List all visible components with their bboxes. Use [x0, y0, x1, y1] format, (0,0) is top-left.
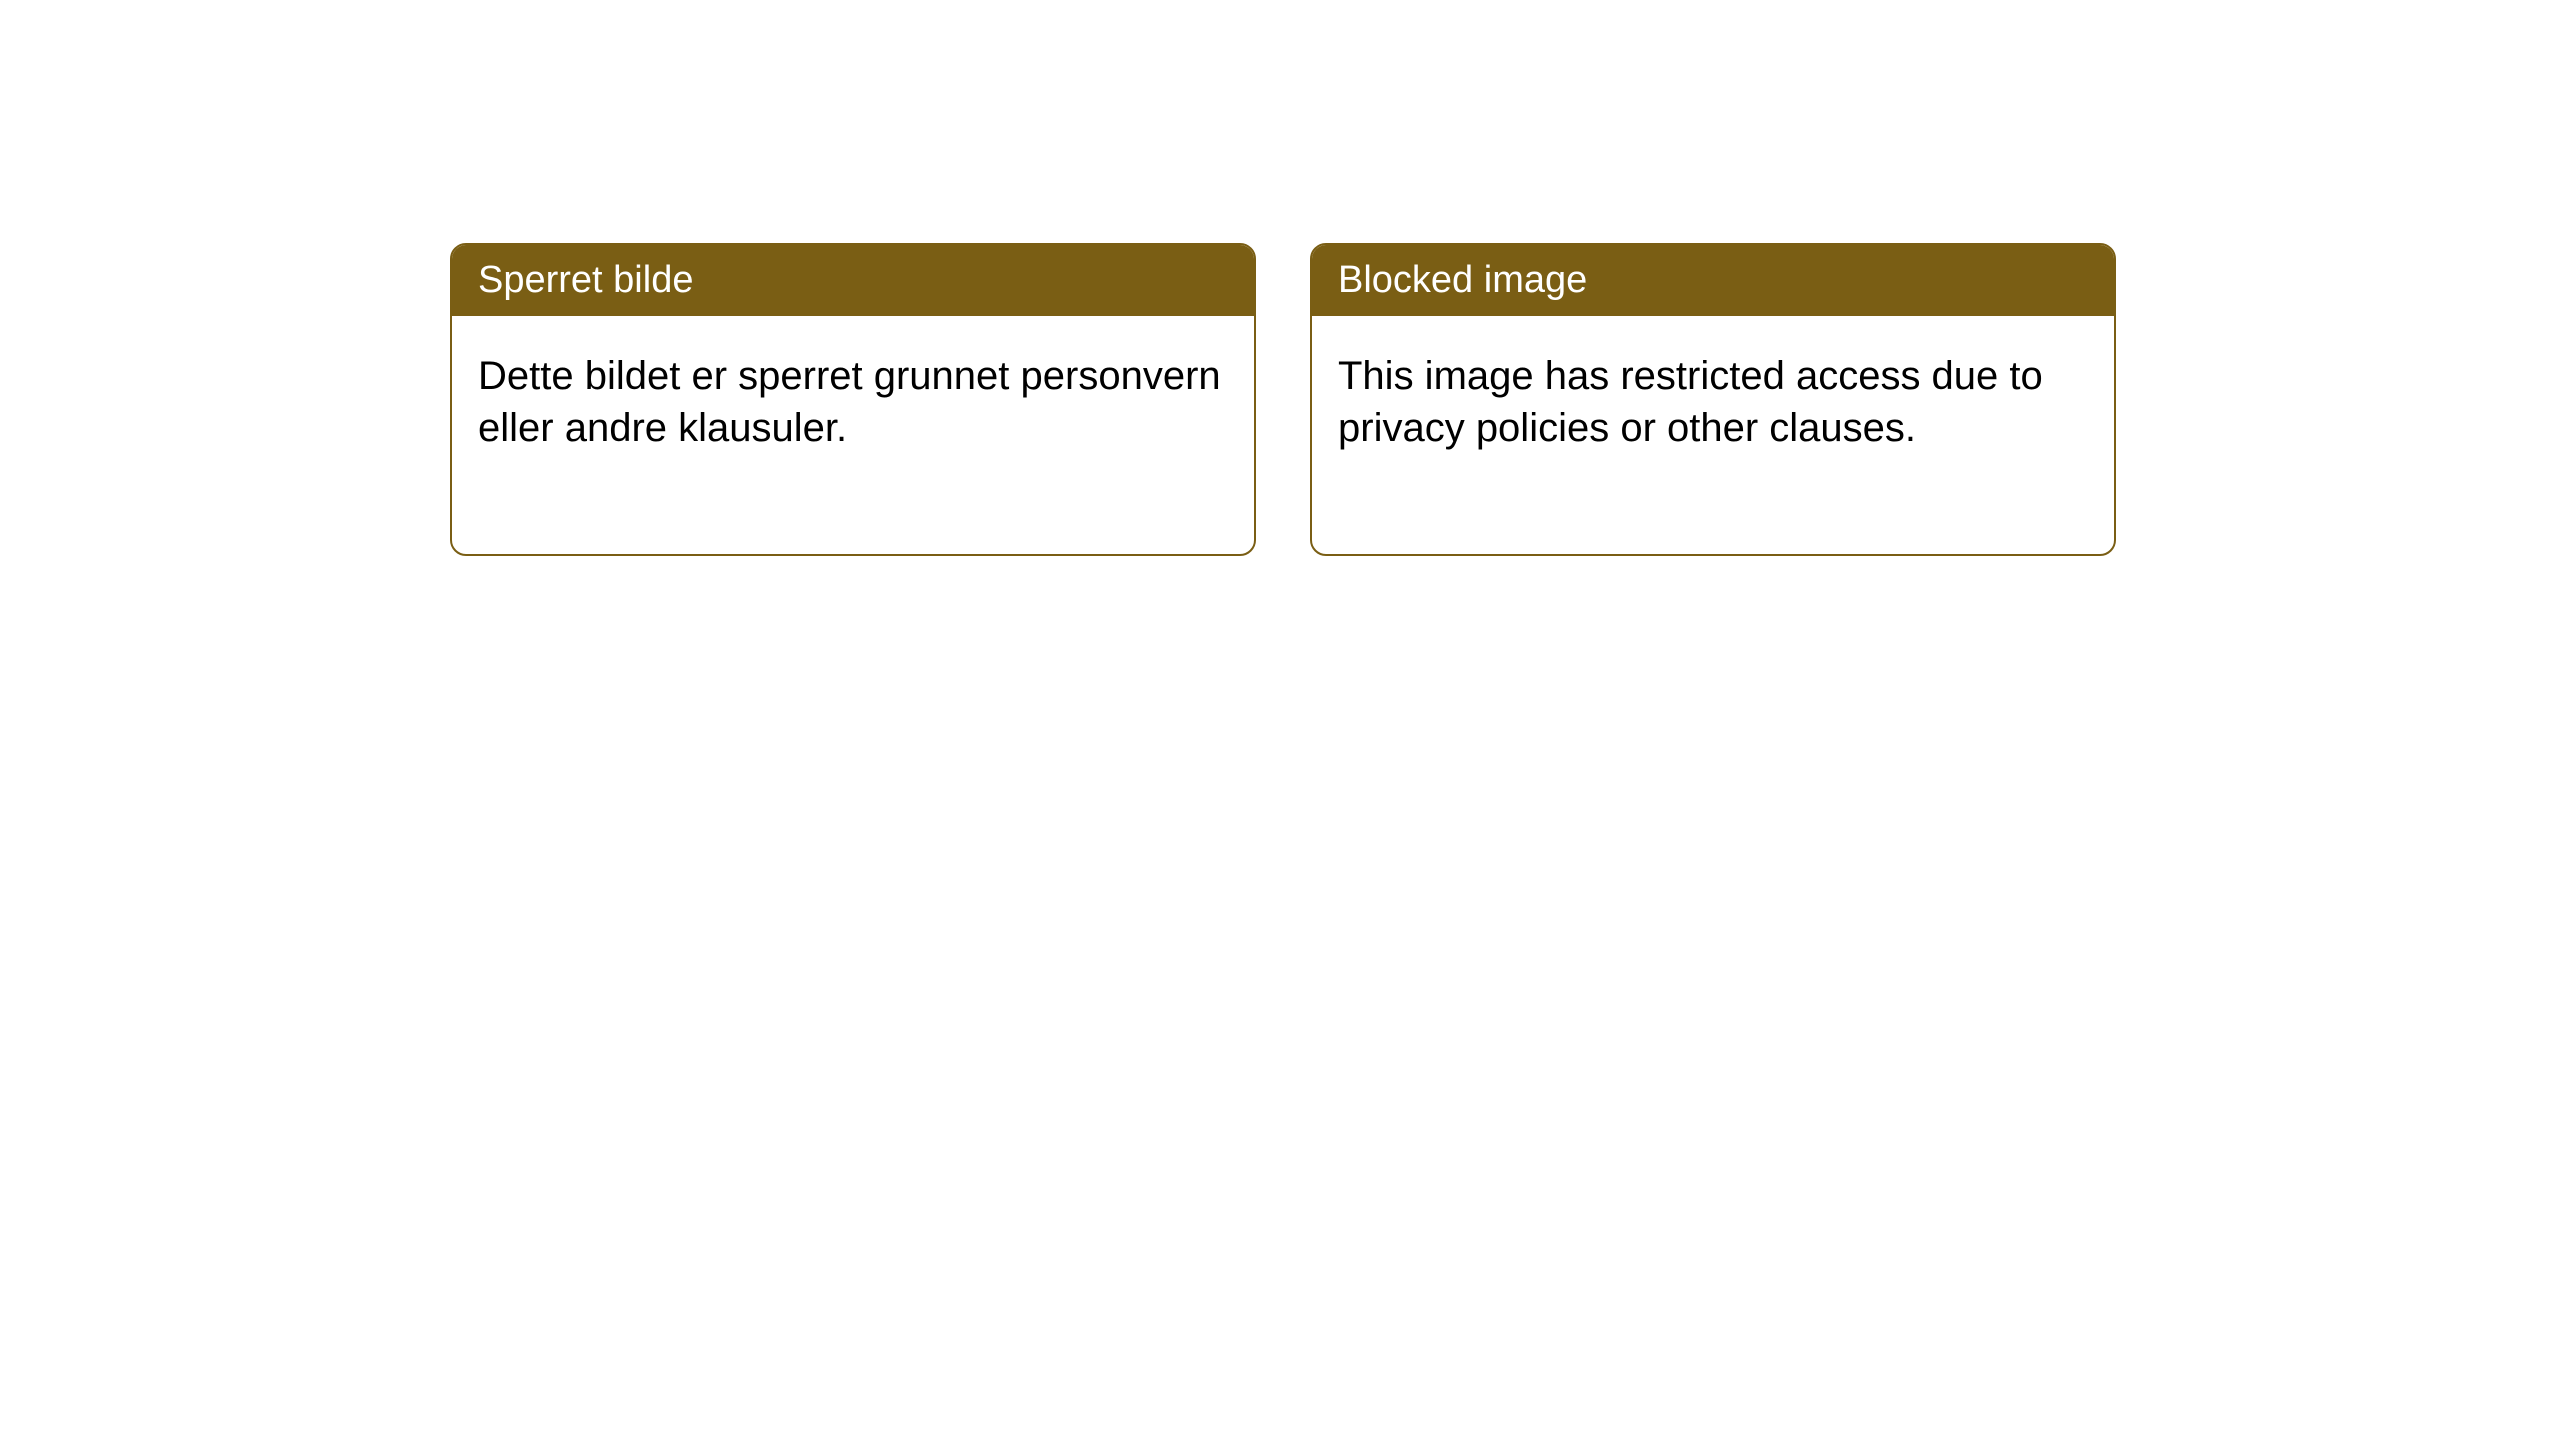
notice-header-norwegian: Sperret bilde: [452, 245, 1254, 316]
notice-body-norwegian: Dette bildet er sperret grunnet personve…: [452, 316, 1254, 554]
notice-title-english: Blocked image: [1338, 259, 1587, 301]
notice-text-norwegian: Dette bildet er sperret grunnet personve…: [478, 354, 1221, 450]
notice-container: Sperret bilde Dette bildet er sperret gr…: [450, 243, 2116, 556]
notice-text-english: This image has restricted access due to …: [1338, 354, 2043, 450]
notice-card-norwegian: Sperret bilde Dette bildet er sperret gr…: [450, 243, 1256, 556]
notice-title-norwegian: Sperret bilde: [478, 259, 693, 301]
notice-card-english: Blocked image This image has restricted …: [1310, 243, 2116, 556]
notice-body-english: This image has restricted access due to …: [1312, 316, 2114, 554]
notice-header-english: Blocked image: [1312, 245, 2114, 316]
